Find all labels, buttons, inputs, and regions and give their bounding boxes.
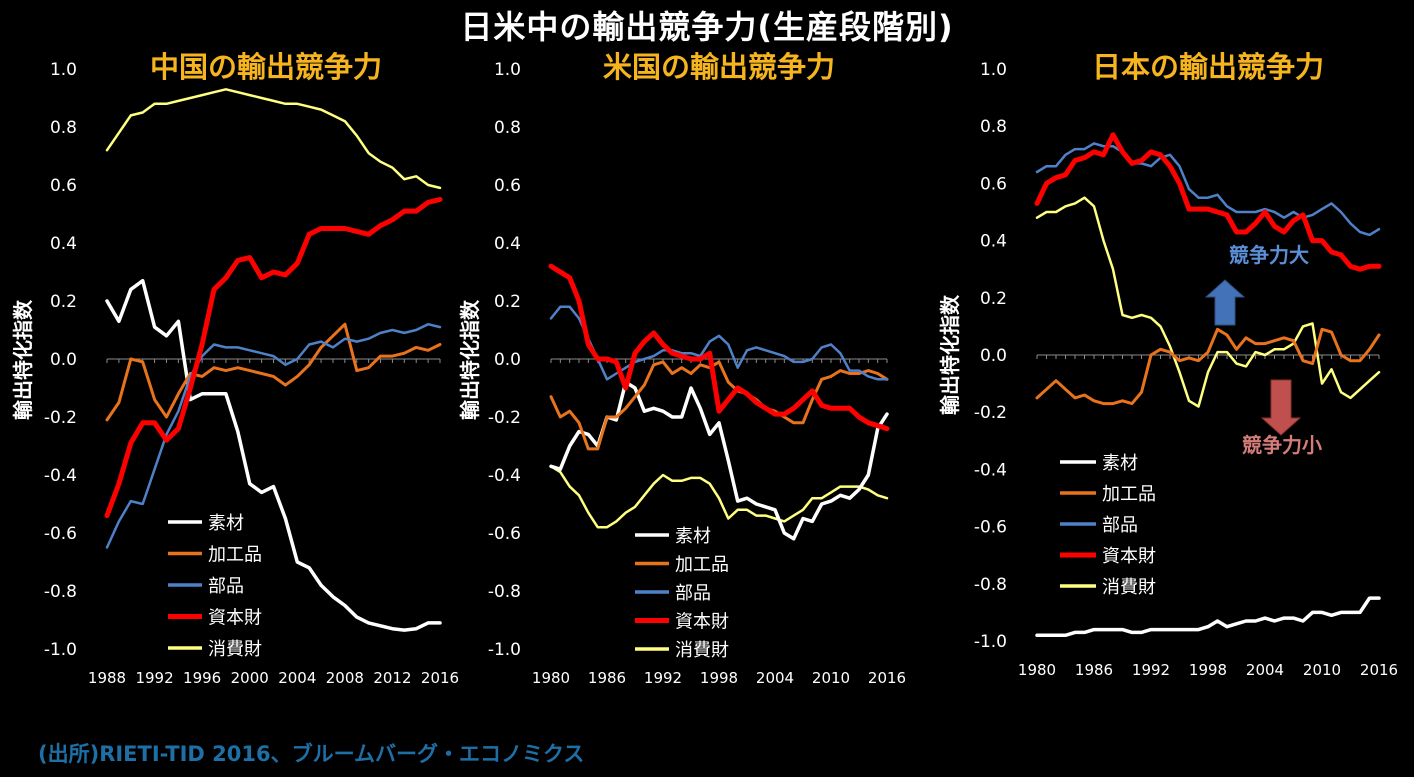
x-tick-label: 1986 [1075,661,1113,679]
arrow-down-icon [1260,379,1302,436]
y-tick-label: -0.4 [488,466,521,486]
y-tick-label: -0.4 [44,466,77,486]
main-title: 日米中の輸出競争力(生産段階別) [460,8,954,46]
x-tick-label: 1980 [532,669,570,687]
y-tick-label: 0.2 [980,289,1007,309]
series-line-japan [1034,132,1382,272]
x-tick-label: 2008 [326,669,364,687]
y-tick-label: 0.4 [980,232,1007,252]
source-note: (出所)RIETI-TID 2016、ブルームバーグ・エコノミクス [38,742,585,766]
y-tick-label: 1.0 [50,60,77,80]
y-tick-label: -0.2 [488,408,521,428]
y-tick-label: -0.2 [974,403,1007,423]
legend-label: 加工品 [675,555,729,576]
series-line-china [104,197,443,519]
x-tick-label: 1998 [700,669,738,687]
y-axis-label: 輸出特化指数 [938,294,962,415]
legend-label: 消費財 [1102,577,1156,598]
x-tick-label: 2016 [868,669,906,687]
y-axis-label: 輸出特化指数 [11,299,35,420]
y-tick-label: -0.8 [974,575,1007,595]
series-line-japan [1035,327,1381,406]
y-tick-label: 0.8 [980,117,1007,137]
series-line-usa [549,305,889,381]
x-tick-label: 1992 [1132,661,1170,679]
x-tick-label: 2004 [1246,661,1284,679]
legend-label: 資本財 [208,608,262,629]
y-tick-label: 0.8 [494,118,521,138]
y-tick-label: 0.0 [50,350,77,370]
series-line-usa [549,360,889,451]
y-tick-label: -0.2 [44,408,77,428]
chart-svg-china: 1.0 0.8 0.6 0.4 0.2 0.0 -0.2 -0.4 -0.6 -0.8 -1.0 19… [11,60,459,687]
chart-title-usa: 米国の輸出競争力 [603,50,836,84]
x-tick-label: 1992 [644,669,682,687]
x-tick-label: 1992 [135,669,173,687]
annotation-weak: 競争力小 [1242,433,1322,457]
y-tick-label: 1.0 [494,60,521,80]
x-tick-label: 1980 [1018,661,1056,679]
x-tick-label: 1998 [1189,661,1227,679]
y-tick-label: -1.0 [488,640,521,660]
y-tick-label: 0.2 [494,292,521,312]
y-axis-label: 輸出特化指数 [458,299,482,420]
x-tick-label: 2012 [373,669,411,687]
y-tick-label: 0.2 [50,292,77,312]
y-tick-label: 0.4 [494,234,521,254]
legend-label: 部品 [675,583,711,604]
y-tick-label: -0.6 [974,518,1007,538]
x-tick-label: 2000 [231,669,269,687]
series-line-china [105,278,442,632]
chart-svg-usa: 1.0 0.8 0.6 0.4 0.2 0.0 -0.2 -0.4 -0.6 -0.8 -1.0 19… [458,60,906,687]
series-line-japan [1035,142,1381,237]
arrow-up-icon [1204,279,1246,326]
y-tick-label: -0.8 [488,582,521,602]
annotation-strong: 競争力大 [1229,243,1309,267]
legend-label: 素材 [208,513,244,534]
y-tick-label: 0.6 [50,176,77,196]
legend-label: 消費財 [208,639,262,660]
series-line-japan [1035,196,1381,408]
y-tick-label: 1.0 [980,60,1007,80]
legend-label: 加工品 [1102,484,1156,505]
y-tick-label: 0.6 [494,176,521,196]
y-tick-label: 0.6 [980,174,1007,194]
y-tick-label: 0.8 [50,118,77,138]
legend-label: 消費財 [675,640,729,661]
x-tick-label: 1996 [183,669,221,687]
legend-label: 素材 [675,526,711,547]
x-tick-label: 1988 [88,669,126,687]
x-tick-label: 1986 [588,669,626,687]
y-tick-label: 0.4 [50,234,77,254]
legend-label: 素材 [1102,453,1138,474]
series-line-japan [1035,596,1381,638]
y-tick-label: -0.6 [44,524,77,544]
legend-label: 部品 [208,576,244,597]
y-tick-label: 0.0 [494,350,521,370]
y-tick-label: -0.4 [974,460,1007,480]
y-tick-label: -0.8 [44,582,77,602]
legend-label: 部品 [1102,515,1138,536]
x-tick-label: 2016 [421,669,459,687]
x-tick-label: 2004 [278,669,316,687]
y-tick-label: 0.0 [980,346,1007,366]
x-tick-label: 2016 [1360,661,1398,679]
series-line-china [105,322,442,549]
x-tick-label: 2004 [756,669,794,687]
y-tick-label: -1.0 [44,640,77,660]
legend-label: 加工品 [208,545,262,566]
y-tick-label: -1.0 [974,632,1007,652]
series-line-china [105,88,442,190]
x-tick-label: 2010 [1303,661,1341,679]
legend-label: 資本財 [675,612,729,633]
series-line-usa [549,465,889,529]
series-line-china [105,322,442,422]
chart-svg-japan: 1.0 0.8 0.6 0.4 0.2 0.0 -0.2 -0.4 -0.6 -0.8 -1.0 19… [938,60,1398,679]
x-tick-label: 2010 [812,669,850,687]
chart-title-china: 中国の輸出競争力 [150,50,383,84]
series-line-usa [548,263,890,432]
chart-title-japan: 日本の輸出競争力 [1092,50,1325,84]
y-tick-label: -0.6 [488,524,521,544]
legend-label: 資本財 [1102,546,1156,567]
